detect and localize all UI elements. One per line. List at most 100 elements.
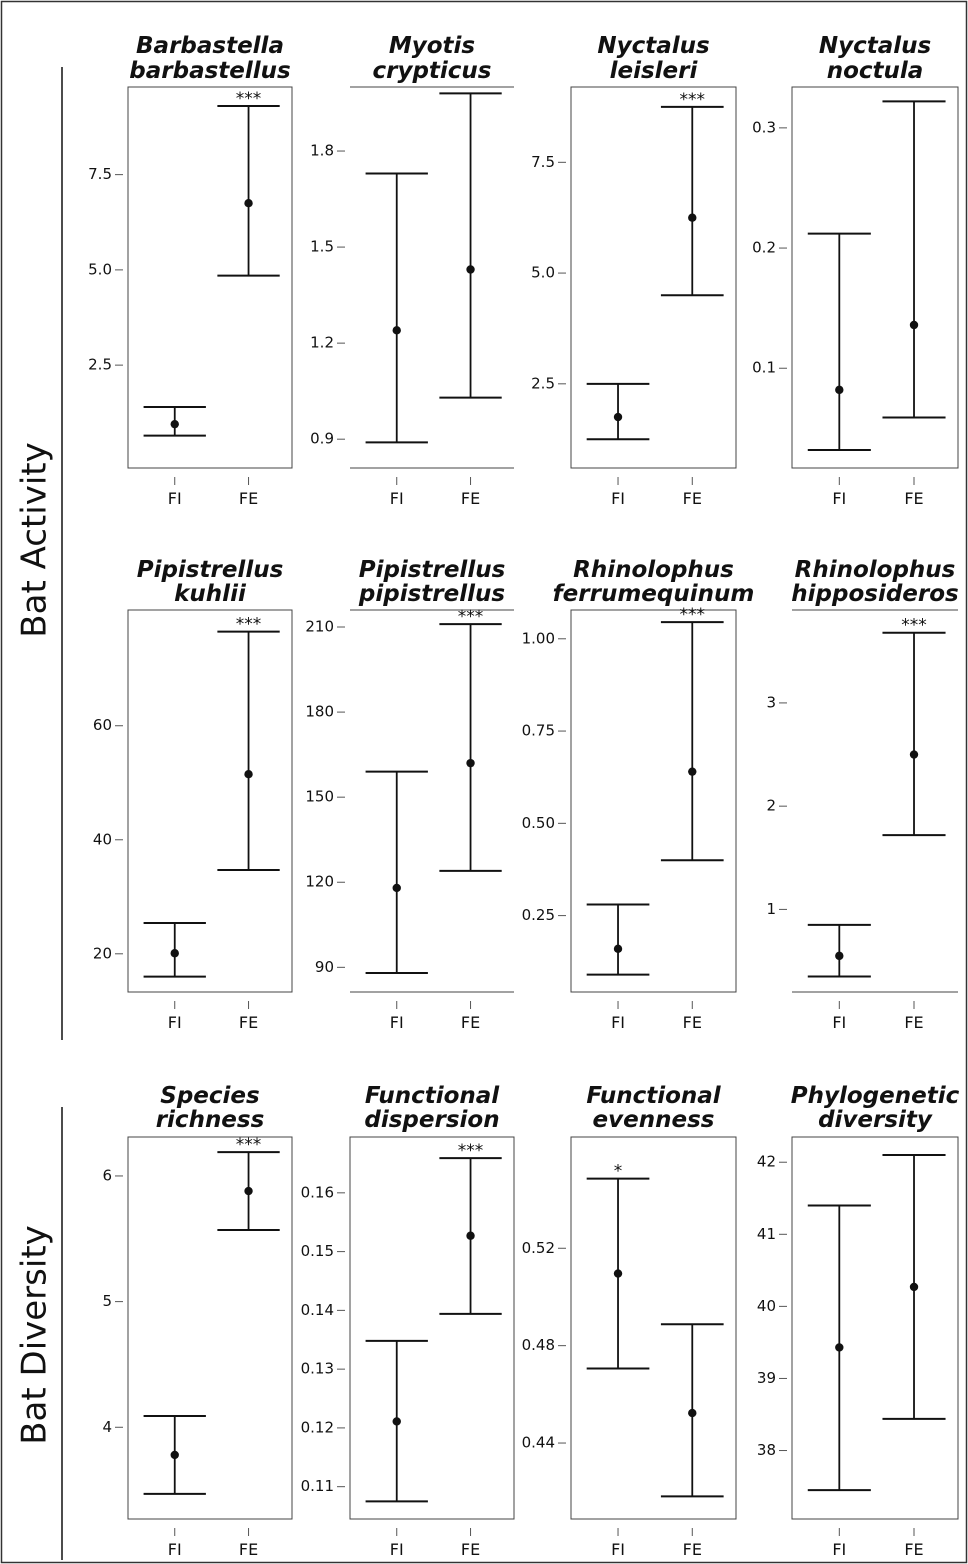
panel-frame — [127, 86, 293, 469]
panel-title-line: Barbastella — [136, 33, 284, 59]
x-tick-label: FE — [239, 1540, 258, 1559]
y-tick-label: 1 — [766, 900, 776, 918]
panel-frame — [127, 1136, 293, 1520]
row-label: Bat Activity — [15, 442, 55, 637]
mean-point — [688, 213, 697, 222]
x-tick-label: FI — [390, 1013, 404, 1032]
mean-point — [835, 1343, 844, 1352]
y-tick-label: 42 — [757, 1153, 776, 1171]
panel-title-line: ferrumequinum — [553, 581, 755, 607]
mean-point — [688, 767, 697, 776]
y-tick-label: 2.5 — [88, 356, 112, 374]
y-tick-label: 0.1 — [752, 359, 776, 377]
mean-point — [909, 320, 919, 330]
x-tick-label: FE — [461, 489, 480, 508]
x-tick-label: FI — [611, 1013, 625, 1032]
y-tick-label: 0.25 — [522, 906, 555, 924]
y-tick-label: 1.8 — [310, 142, 334, 160]
x-tick-label: FI — [168, 1540, 182, 1559]
x-tick-label: FI — [832, 1540, 846, 1559]
mean-point — [613, 944, 623, 954]
y-tick-label: 0.3 — [752, 118, 776, 136]
y-tick-label: 0.11 — [301, 1477, 334, 1495]
y-tick-label: 0.12 — [301, 1418, 334, 1436]
y-tick-label: 4 — [102, 1418, 112, 1436]
mean-point — [613, 412, 623, 422]
x-tick-label: FI — [168, 489, 182, 508]
y-tick-label: 6 — [102, 1166, 112, 1184]
y-tick-label: 0.52 — [522, 1239, 555, 1257]
y-tick-label: 120 — [305, 873, 334, 891]
y-tick-label: 0.44 — [522, 1434, 555, 1452]
y-tick-label: 2 — [766, 797, 776, 815]
x-tick-label: FE — [904, 1540, 923, 1559]
x-tick-label: FI — [611, 1540, 625, 1559]
panel-frame — [349, 1136, 515, 1520]
y-tick-label: 7.5 — [88, 165, 112, 183]
panel-title-line: Nyctalus — [819, 33, 931, 59]
y-tick-label: 3 — [766, 693, 776, 711]
y-tick-label: 0.15 — [301, 1242, 334, 1260]
panel-title-line: Myotis — [389, 33, 475, 59]
significance-label: *** — [236, 615, 262, 635]
mean-point — [392, 1417, 401, 1426]
mean-point — [835, 951, 844, 961]
x-tick-label: FI — [832, 1013, 846, 1032]
mean-point — [613, 1269, 623, 1278]
y-tick-label: 41 — [757, 1225, 776, 1243]
y-tick-label: 20 — [93, 944, 112, 962]
x-tick-label: FE — [683, 1013, 702, 1032]
x-tick-label: FE — [904, 489, 923, 508]
panel-title-line: Functional — [365, 1083, 500, 1109]
mean-point — [244, 1186, 253, 1196]
panel-title-line: Functional — [586, 1083, 721, 1109]
y-tick-label: 0.2 — [752, 239, 776, 257]
x-tick-label: FE — [461, 1540, 480, 1559]
significance-label: * — [614, 1162, 623, 1182]
panel-title-line: dispersion — [364, 1107, 499, 1133]
mean-point — [392, 883, 401, 893]
mean-point — [835, 385, 844, 395]
significance-label: *** — [236, 1135, 262, 1155]
y-tick-label: 5.0 — [531, 264, 555, 282]
x-tick-label: FE — [904, 1013, 923, 1032]
panel-frame — [791, 1136, 959, 1520]
y-tick-label: 210 — [305, 618, 334, 636]
panel-title-line: Phylogenetic — [791, 1083, 960, 1109]
mean-point — [392, 326, 401, 335]
panel-title-line: kuhlii — [174, 581, 247, 607]
mean-point — [170, 1450, 179, 1460]
y-tick-label: 40 — [93, 830, 112, 848]
panel-frame — [127, 609, 293, 993]
mean-point — [466, 1231, 475, 1240]
y-tick-label: 7.5 — [531, 153, 555, 171]
mean-point — [466, 265, 475, 274]
panel-title-line: richness — [156, 1107, 265, 1133]
mean-point — [170, 949, 179, 958]
y-tick-label: 0.50 — [522, 814, 555, 832]
row-label: Bat Diversity — [15, 1225, 55, 1445]
panel-title-line: crypticus — [372, 58, 491, 84]
significance-label: *** — [680, 605, 706, 625]
panel-frame — [570, 1136, 737, 1520]
y-tick-label: 0.13 — [301, 1360, 334, 1378]
y-tick-label: 39 — [757, 1369, 776, 1387]
y-tick-label: 60 — [93, 716, 112, 734]
significance-label: *** — [458, 1141, 484, 1161]
panel-title-line: noctula — [827, 58, 924, 84]
panel-title-line: Nyctalus — [597, 33, 709, 59]
y-tick-label: 0.14 — [301, 1301, 334, 1319]
y-tick-label: 2.5 — [531, 374, 555, 392]
mean-point — [170, 419, 179, 429]
panel-title-line: barbastellus — [129, 58, 290, 84]
